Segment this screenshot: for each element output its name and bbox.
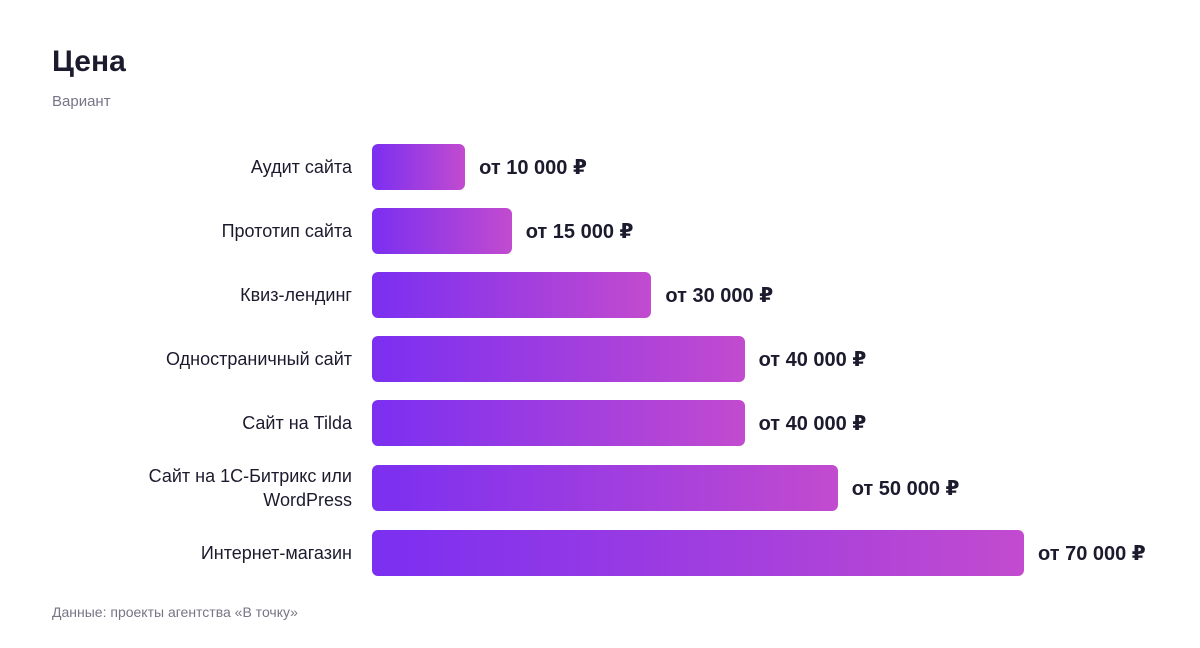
chart-title: Цена (52, 45, 126, 78)
category-label: Одностраничный сайт (166, 349, 352, 369)
value-label: от 40 000 ₽ (758, 348, 867, 371)
category-label: Сайт на Tilda (242, 413, 352, 433)
category-label: Интернет-магазин (200, 543, 352, 563)
category-cell: Интернет-магазин (52, 541, 352, 565)
value-label: от 40 000 ₽ (758, 412, 867, 435)
bar-area: от 40 000 ₽ (372, 336, 866, 382)
category-cell: Аудит сайта (52, 155, 352, 179)
value-label: от 10 000 ₽ (479, 156, 587, 179)
bar-row: Прототип сайта от 15 000 ₽ (52, 208, 1146, 254)
category-cell: Квиз-лендинг (52, 283, 352, 307)
bar-row: Квиз-лендинг от 30 000 ₽ (52, 272, 1146, 318)
category-label: Сайт на 1С-Битрикс или WordPress (148, 466, 352, 510)
bar-row: Одностраничный сайт от 40 000 ₽ (52, 336, 1146, 382)
category-label: Аудит сайта (250, 157, 352, 177)
bar (372, 336, 745, 382)
bar-area: от 40 000 ₽ (372, 400, 866, 446)
category-cell: Одностраничный сайт (52, 347, 352, 371)
bar-row: Интернет-магазин от 70 000 ₽ (52, 530, 1146, 576)
bar (372, 465, 838, 511)
bar-area: от 70 000 ₽ (372, 530, 1146, 576)
bar-rows: Аудит сайта от 10 000 ₽ Прототип сайта от 1… (52, 144, 1146, 576)
bar (372, 530, 1024, 576)
category-label: Квиз-лендинг (240, 285, 352, 305)
bar (372, 208, 512, 254)
value-label: от 70 000 ₽ (1038, 542, 1146, 565)
category-cell: Прототип сайта (52, 219, 352, 243)
value-label: от 30 000 ₽ (665, 284, 774, 307)
bar-row: Сайт на Tilda от 40 000 ₽ (52, 400, 1146, 446)
bar (372, 400, 745, 446)
chart-subtitle: Вариант (52, 93, 111, 110)
bar (372, 272, 652, 318)
value-label: от 50 000 ₽ (851, 477, 960, 500)
value-label: от 15 000 ₽ (525, 220, 634, 243)
source-note: Данные: проекты агентства «В точку» (52, 604, 298, 620)
category-label: Прототип сайта (221, 221, 352, 241)
bar-area: от 50 000 ₽ (372, 465, 959, 511)
category-cell: Сайт на Tilda (52, 411, 352, 435)
bar (372, 144, 466, 190)
category-cell: Сайт на 1С-Битрикс или WordPress (52, 464, 352, 512)
bar-row: Аудит сайта от 10 000 ₽ (52, 144, 1146, 190)
bar-area: от 30 000 ₽ (372, 272, 773, 318)
bar-area: от 10 000 ₽ (372, 144, 587, 190)
bar-row: Сайт на 1С-Битрикс или WordPress от 50 00… (52, 464, 1146, 512)
bar-area: от 15 000 ₽ (372, 208, 633, 254)
